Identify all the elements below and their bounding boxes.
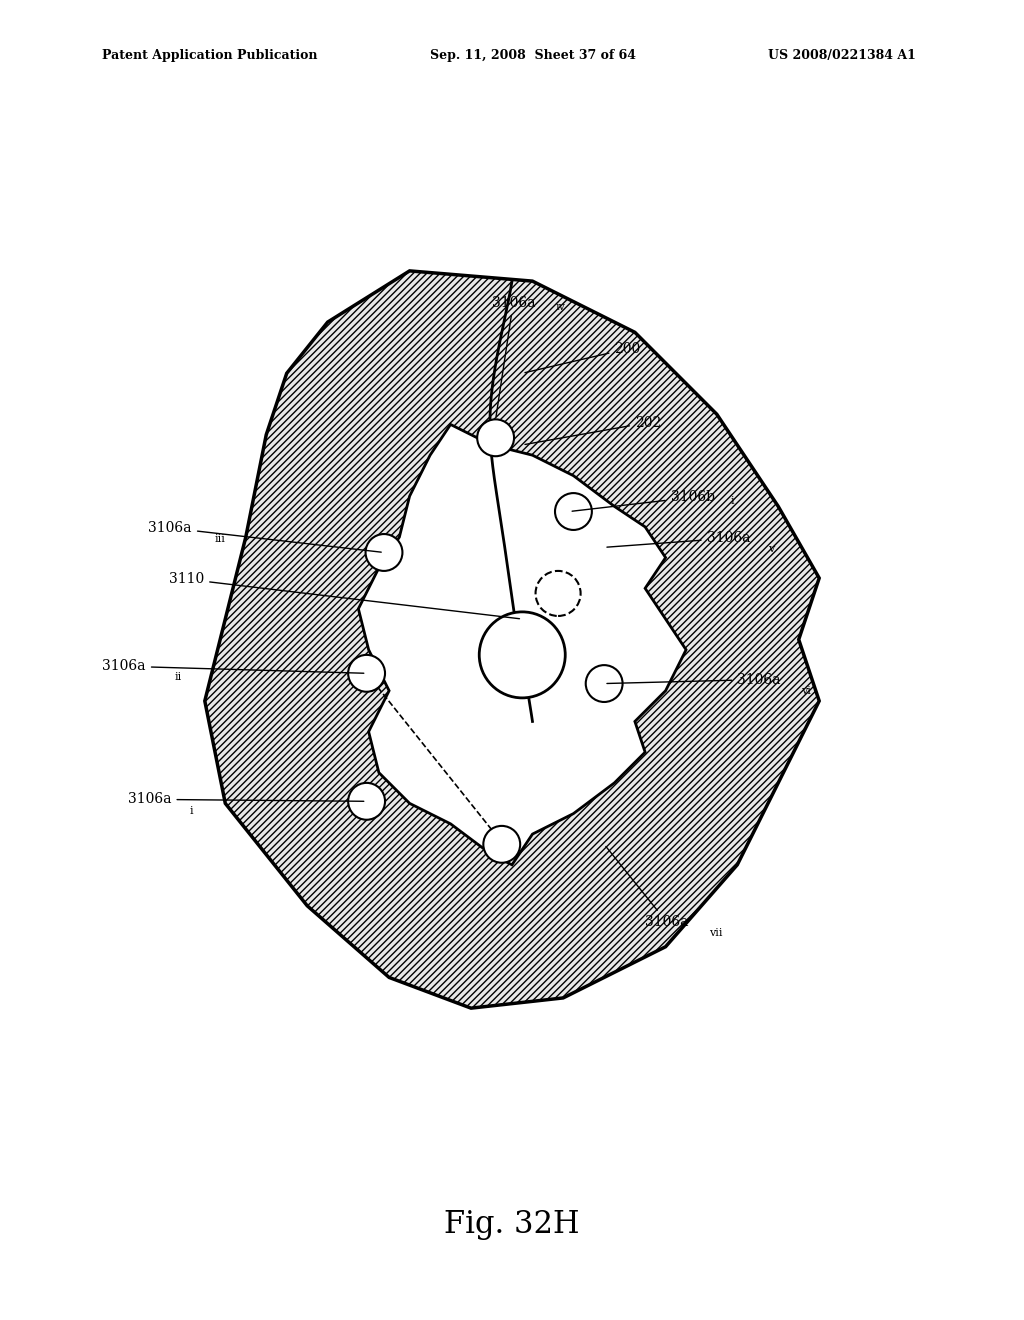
Circle shape — [555, 494, 592, 529]
Text: iii: iii — [215, 535, 226, 544]
Text: 3106a: 3106a — [102, 659, 364, 673]
Text: i: i — [189, 805, 194, 816]
Circle shape — [586, 665, 623, 702]
Text: 202: 202 — [525, 416, 662, 445]
Circle shape — [536, 572, 581, 616]
Text: v: v — [768, 544, 774, 554]
Text: 3106b: 3106b — [572, 490, 715, 511]
Text: Patent Application Publication: Patent Application Publication — [102, 49, 317, 62]
Text: Fig. 32H: Fig. 32H — [444, 1209, 580, 1241]
Text: 3110: 3110 — [169, 572, 519, 619]
Text: 3106a: 3106a — [606, 846, 688, 929]
Text: 3106a: 3106a — [148, 521, 381, 552]
Polygon shape — [358, 425, 686, 865]
Text: i: i — [730, 496, 734, 507]
Text: vi: vi — [801, 685, 811, 696]
Text: 3106a: 3106a — [607, 531, 750, 548]
Text: iv: iv — [556, 302, 566, 312]
Text: vii: vii — [709, 928, 722, 939]
Text: 3106a: 3106a — [607, 673, 780, 686]
Text: 3106a: 3106a — [128, 792, 364, 807]
Text: 200: 200 — [525, 342, 641, 372]
Circle shape — [479, 612, 565, 698]
Circle shape — [348, 655, 385, 692]
Text: US 2008/0221384 A1: US 2008/0221384 A1 — [768, 49, 915, 62]
Polygon shape — [205, 271, 819, 1008]
Circle shape — [348, 783, 385, 820]
Text: Sep. 11, 2008  Sheet 37 of 64: Sep. 11, 2008 Sheet 37 of 64 — [430, 49, 636, 62]
Circle shape — [483, 826, 520, 863]
Text: 3106a: 3106a — [492, 296, 535, 417]
Text: ii: ii — [174, 672, 181, 682]
Circle shape — [366, 535, 402, 572]
Circle shape — [477, 420, 514, 457]
